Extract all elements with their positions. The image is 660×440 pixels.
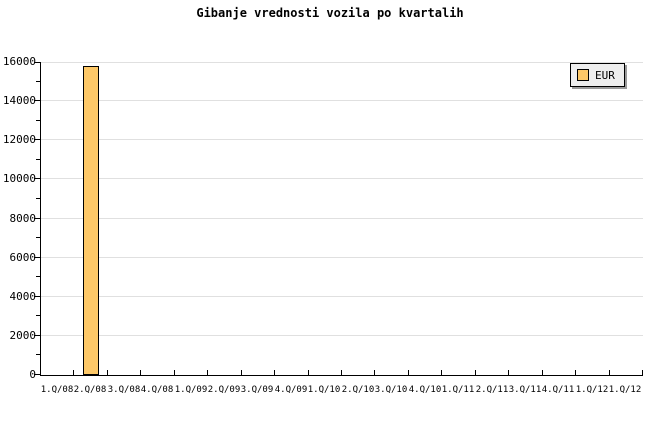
gridline xyxy=(41,218,643,219)
legend-label: EUR xyxy=(595,68,615,82)
x-axis-label: 1.Q/12 xyxy=(575,385,609,395)
y-axis-major-tick xyxy=(34,218,40,219)
x-axis-tick xyxy=(542,370,543,375)
x-axis-label: 4.Q/09 xyxy=(274,385,308,395)
x-axis-label: 2.Q/09 xyxy=(207,385,241,395)
x-axis-tick xyxy=(107,370,108,375)
y-axis-label: 12000 xyxy=(2,133,36,146)
y-axis-label: 6000 xyxy=(9,251,37,264)
x-axis-label: 1.Q/10 xyxy=(307,385,341,395)
x-axis-label: 2.Q/10 xyxy=(341,385,375,395)
x-axis-tick xyxy=(642,370,643,375)
x-axis-tick xyxy=(73,370,74,375)
x-axis-label: 2.Q/11 xyxy=(475,385,509,395)
y-axis-major-tick xyxy=(34,100,40,101)
y-axis-minor-tick xyxy=(36,81,40,82)
x-axis-tick xyxy=(575,370,576,375)
y-axis-minor-tick xyxy=(36,354,40,355)
y-axis-label: 16000 xyxy=(2,55,36,68)
x-axis-tick xyxy=(341,370,342,375)
x-axis-label: 4.Q/10 xyxy=(408,385,442,395)
x-axis-tick xyxy=(374,370,375,375)
x-axis-label: 3.Q/09 xyxy=(240,385,274,395)
plot-area xyxy=(34,62,643,376)
gridline xyxy=(41,62,643,63)
y-axis-label: 14000 xyxy=(2,94,36,107)
x-axis-label: 1.Q/11 xyxy=(441,385,475,395)
x-axis-tick xyxy=(207,370,208,375)
y-axis-minor-tick xyxy=(36,276,40,277)
x-axis-label: 4.Q/11 xyxy=(541,385,575,395)
x-axis-label: 1.Q/08 xyxy=(40,385,74,395)
x-axis-label: 3.Q/08 xyxy=(107,385,141,395)
gridline xyxy=(41,296,643,297)
x-axis-tick xyxy=(441,370,442,375)
y-axis-minor-tick xyxy=(36,120,40,121)
y-axis-label: 0 xyxy=(29,368,36,381)
x-axis-tick xyxy=(174,370,175,375)
x-axis-label: 3.Q/11 xyxy=(508,385,542,395)
x-axis-tick xyxy=(508,370,509,375)
y-axis-major-tick xyxy=(34,296,40,297)
x-axis-label: 3.Q/10 xyxy=(374,385,408,395)
legend: EUR xyxy=(570,63,625,87)
y-axis-major-tick xyxy=(34,374,40,375)
bar-eur-2.Q/08 xyxy=(83,66,99,375)
x-axis-label: 1.Q/12 xyxy=(608,385,642,395)
gridline xyxy=(41,139,643,140)
x-axis-label: 2.Q/08 xyxy=(73,385,107,395)
x-axis-tick xyxy=(475,370,476,375)
gridline xyxy=(41,178,643,179)
gridline xyxy=(41,335,643,336)
x-axis-tick xyxy=(274,370,275,375)
x-axis-tick xyxy=(609,370,610,375)
x-axis-tick xyxy=(140,370,141,375)
y-axis-major-tick xyxy=(34,62,40,63)
y-axis-major-tick xyxy=(34,257,40,258)
y-axis-label: 10000 xyxy=(2,172,36,185)
y-axis-major-tick xyxy=(34,335,40,336)
y-axis-label: 4000 xyxy=(9,290,37,303)
x-axis-label: 1.Q/09 xyxy=(174,385,208,395)
legend-swatch-eur xyxy=(577,69,589,81)
x-axis-label: 4.Q/08 xyxy=(140,385,174,395)
y-axis-major-tick xyxy=(34,178,40,179)
x-axis-tick xyxy=(241,370,242,375)
y-axis-minor-tick xyxy=(36,315,40,316)
y-axis-minor-tick xyxy=(36,237,40,238)
y-axis-label: 8000 xyxy=(9,212,37,225)
gridline xyxy=(41,257,643,258)
x-axis-tick xyxy=(408,370,409,375)
y-axis-label: 2000 xyxy=(9,329,37,342)
y-axis-minor-tick xyxy=(36,159,40,160)
gridline xyxy=(41,100,643,101)
y-axis-minor-tick xyxy=(36,198,40,199)
chart-title: Gibanje vrednosti vozila po kvartalih xyxy=(196,6,464,20)
y-axis-major-tick xyxy=(34,139,40,140)
x-axis-tick xyxy=(308,370,309,375)
